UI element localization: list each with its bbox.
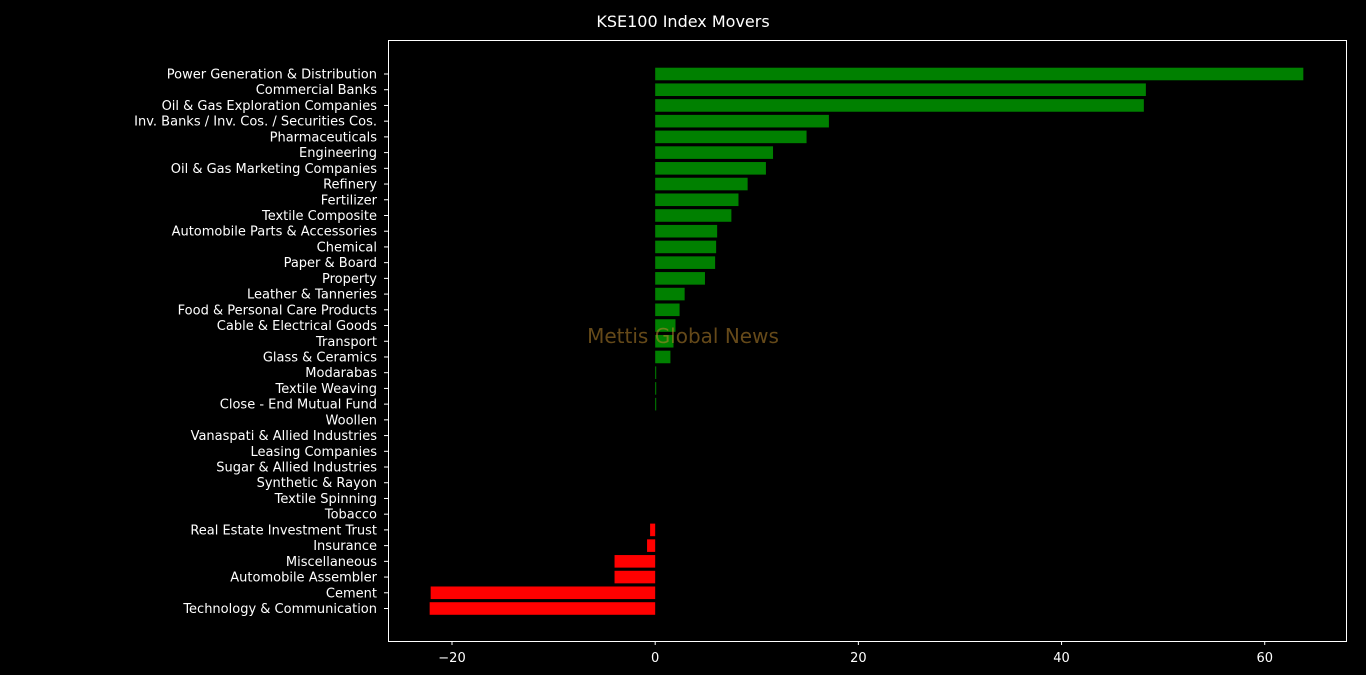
bar <box>647 539 656 552</box>
category-label: Commercial Banks <box>256 83 378 98</box>
bar <box>655 382 657 395</box>
category-label: Leather & Tanneries <box>247 288 377 303</box>
bar <box>655 256 716 269</box>
x-tick-label: 20 <box>850 651 867 666</box>
category-label: Textile Spinning <box>274 492 377 507</box>
bar <box>655 303 680 317</box>
category-label: Sugar & Allied Industries <box>216 461 377 476</box>
category-label: Inv. Banks / Inv. Cos. / Securities Cos. <box>134 115 377 130</box>
bar <box>655 350 671 364</box>
category-label: Transport <box>315 335 377 350</box>
category-label: Food & Personal Care Products <box>178 303 378 318</box>
category-label: Refinery <box>323 178 377 193</box>
chart-title: KSE100 Index Movers <box>596 12 769 31</box>
category-label: Textile Composite <box>261 209 377 224</box>
category-label: Glass & Ceramics <box>263 350 377 365</box>
x-tick-label: 0 <box>651 651 659 666</box>
watermark-text: Mettis Global News <box>587 324 779 348</box>
category-label: Insurance <box>313 539 377 554</box>
x-tick-label: 40 <box>1053 651 1070 666</box>
x-tick-label: −20 <box>438 651 465 666</box>
x-ticks-group: −20 0 20 40 60 <box>438 641 1273 666</box>
category-label: Automobile Parts & Accessories <box>172 225 378 240</box>
category-label: Technology & Communication <box>182 602 377 617</box>
bar <box>614 555 656 568</box>
bar <box>655 366 657 379</box>
category-label: Close - End Mutual Fund <box>220 398 377 413</box>
category-label: Real Estate Investment Trust <box>190 523 377 538</box>
bar <box>655 240 717 254</box>
bar <box>429 602 656 615</box>
category-label: Oil & Gas Marketing Companies <box>171 162 377 177</box>
bar <box>430 586 656 600</box>
axes-frame <box>388 40 1347 642</box>
category-label: Modarabas <box>305 366 377 381</box>
bar <box>655 146 774 159</box>
bar <box>655 397 657 411</box>
bar <box>655 99 1144 112</box>
category-label: Woollen <box>326 413 377 428</box>
bar <box>655 287 685 301</box>
category-label: Chemical <box>317 240 377 255</box>
bar <box>655 272 705 285</box>
category-label: Paper & Board <box>284 256 377 271</box>
bar <box>650 523 656 537</box>
category-label: Engineering <box>299 146 377 161</box>
category-label: Synthetic & Rayon <box>257 476 377 491</box>
category-label: Cement <box>326 586 377 601</box>
category-label: Cable & Electrical Goods <box>217 319 377 334</box>
category-label: Textile Weaving <box>275 382 378 397</box>
bars-group <box>429 67 1304 615</box>
category-label: Pharmaceuticals <box>270 130 378 145</box>
category-label: Vanaspati & Allied Industries <box>191 429 378 444</box>
bar <box>655 334 674 348</box>
category-label: Oil & Gas Exploration Companies <box>162 99 378 114</box>
category-labels-group: Power Generation & DistributionCommercia… <box>134 68 388 617</box>
bar <box>655 67 1304 81</box>
bar <box>655 130 807 144</box>
category-label: Tobacco <box>324 508 377 523</box>
category-label: Leasing Companies <box>250 445 377 460</box>
bar <box>655 319 676 332</box>
bar <box>655 209 732 222</box>
category-label: Power Generation & Distribution <box>167 68 377 83</box>
bar <box>655 114 829 128</box>
category-label: Automobile Assembler <box>230 571 377 586</box>
bar <box>655 162 766 175</box>
category-label: Property <box>322 272 377 287</box>
bar <box>655 177 748 191</box>
x-tick-label: 60 <box>1256 651 1273 666</box>
category-label: Miscellaneous <box>286 555 377 570</box>
bar <box>655 224 718 238</box>
bar <box>655 83 1146 97</box>
category-label: Fertilizer <box>321 193 378 208</box>
bar <box>655 193 739 207</box>
bar <box>614 570 656 584</box>
